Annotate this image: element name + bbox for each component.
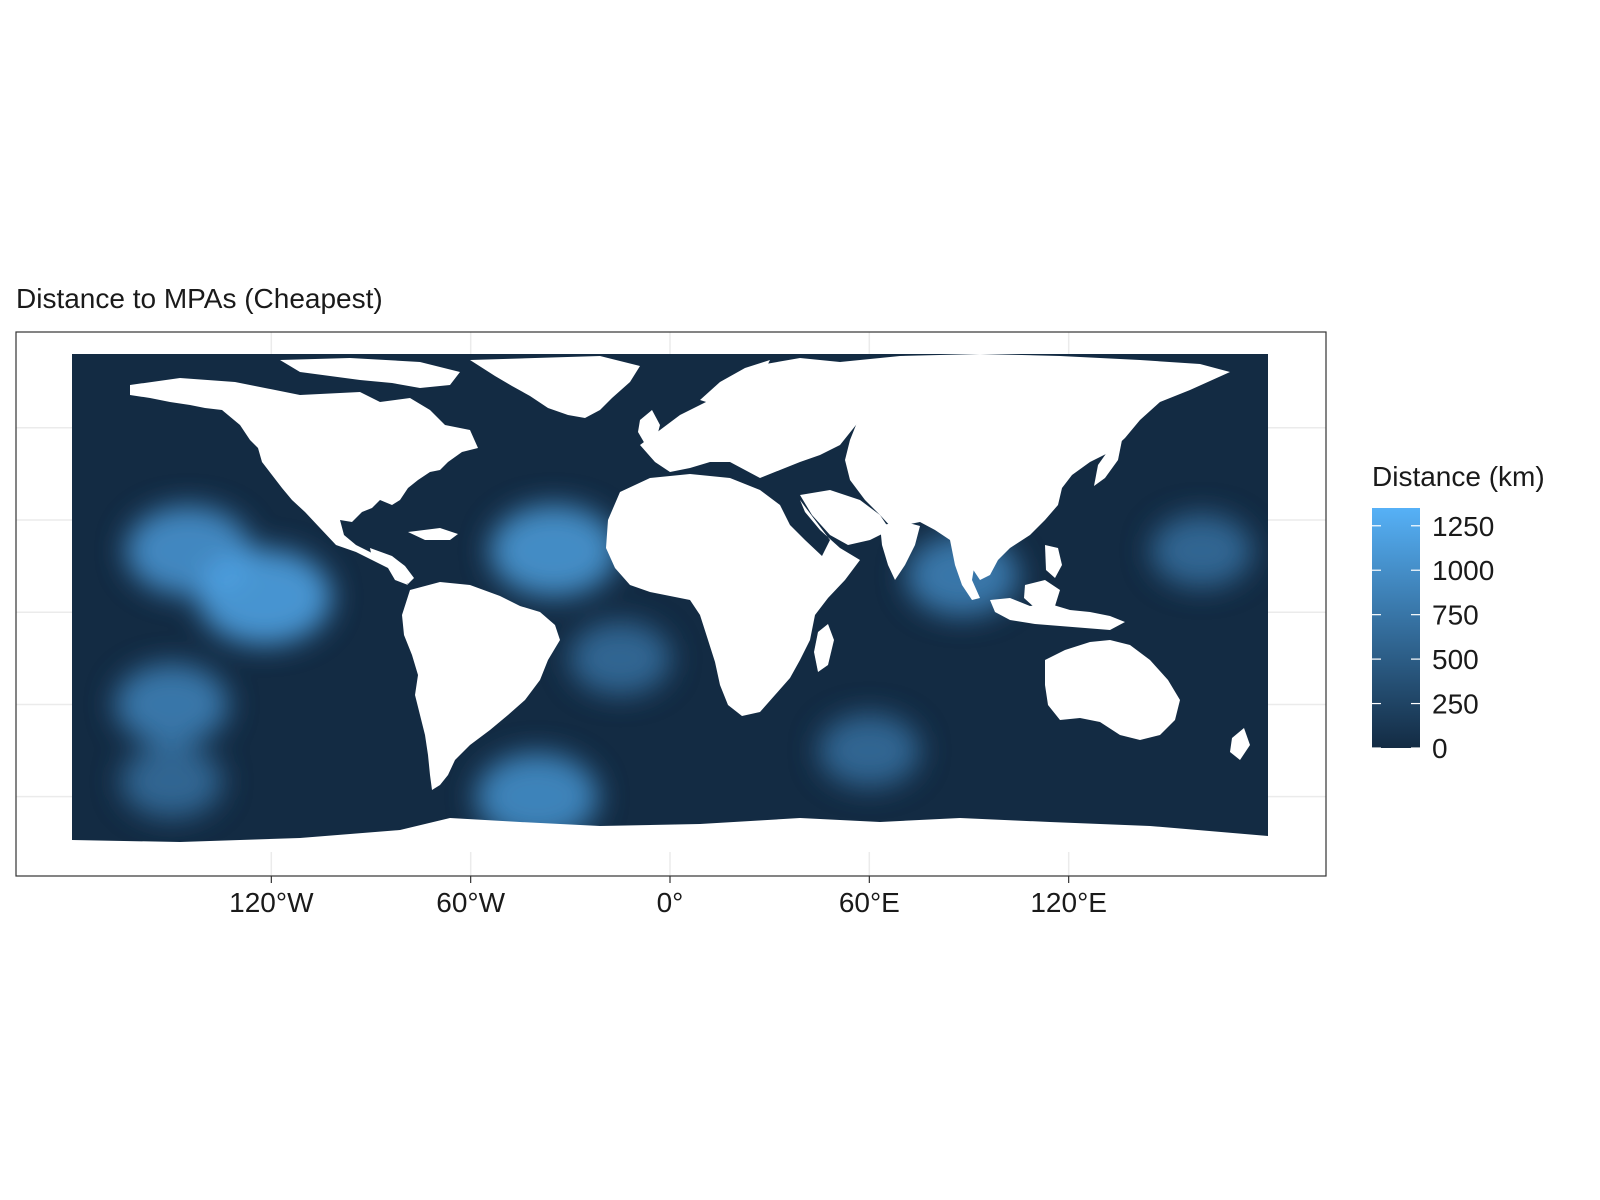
x-axis: 120°W 60°W 0° 60°E 120°E — [229, 876, 1107, 918]
hotspot-far-south-pacific — [120, 744, 223, 818]
landmass-africa — [606, 474, 860, 716]
legend-label-3: 500 — [1432, 644, 1479, 675]
x-tick-label-4: 120°E — [1030, 887, 1107, 918]
landmass-madagascar — [814, 624, 834, 672]
landmass-borneo — [1024, 580, 1060, 608]
landmass-indochina — [950, 540, 980, 600]
map-title: Distance to MPAs (Cheapest) — [16, 283, 383, 314]
panel-border — [15, 331, 1327, 877]
landmass-caribbean — [408, 528, 458, 540]
legend: Distance (km) 1250 1000 750 500 250 0 — [1372, 461, 1545, 764]
landmass-south-america — [402, 582, 560, 790]
landmass-britain — [638, 410, 660, 444]
landmass-antarctica — [72, 818, 1268, 852]
legend-colorbar — [1372, 508, 1420, 748]
legend-label-1: 1000 — [1432, 555, 1494, 586]
landmass-scandinavia — [700, 360, 770, 408]
x-tick-label-3: 60°E — [839, 887, 900, 918]
hotspot-north-atlantic — [489, 504, 618, 597]
legend-label-4: 250 — [1432, 689, 1479, 720]
legend-label-0: 1250 — [1432, 511, 1494, 542]
landmass-australia — [1045, 640, 1180, 740]
landmass-asia — [840, 354, 1230, 580]
hotspot-southern-ocean-east — [818, 714, 921, 788]
legend-label-5: 0 — [1432, 733, 1448, 764]
hotspot-southern-ocean — [475, 752, 599, 841]
x-tick-label-0: 120°W — [229, 887, 314, 918]
hotspot-south-pacific — [115, 663, 229, 746]
landmass-arctic-islands — [280, 358, 460, 388]
hotspot-west-pacific — [1150, 514, 1253, 588]
x-tick-label-2: 0° — [657, 887, 684, 918]
landmass-india — [880, 522, 920, 580]
landmass-philippines — [1045, 545, 1062, 578]
legend-label-2: 750 — [1432, 600, 1479, 631]
ocean-layer — [72, 354, 1268, 852]
landmass-indonesia — [990, 598, 1125, 630]
landmass-greenland — [470, 356, 640, 418]
landmass-north-america — [130, 378, 478, 585]
landmass-europe — [640, 358, 860, 478]
land-masses — [72, 354, 1268, 852]
x-tick-label-1: 60°W — [436, 887, 505, 918]
landmass-japan — [1094, 440, 1122, 486]
legend-title: Distance (km) — [1372, 461, 1545, 492]
hotspot-south-atlantic — [569, 621, 671, 695]
hotspot-central-pacific — [197, 548, 332, 645]
landmass-new-zealand — [1230, 728, 1250, 760]
landmass-arabia — [800, 490, 890, 545]
landmass-central-america — [370, 548, 414, 584]
legend-ticks: 1250 1000 750 500 250 0 — [1372, 511, 1494, 764]
